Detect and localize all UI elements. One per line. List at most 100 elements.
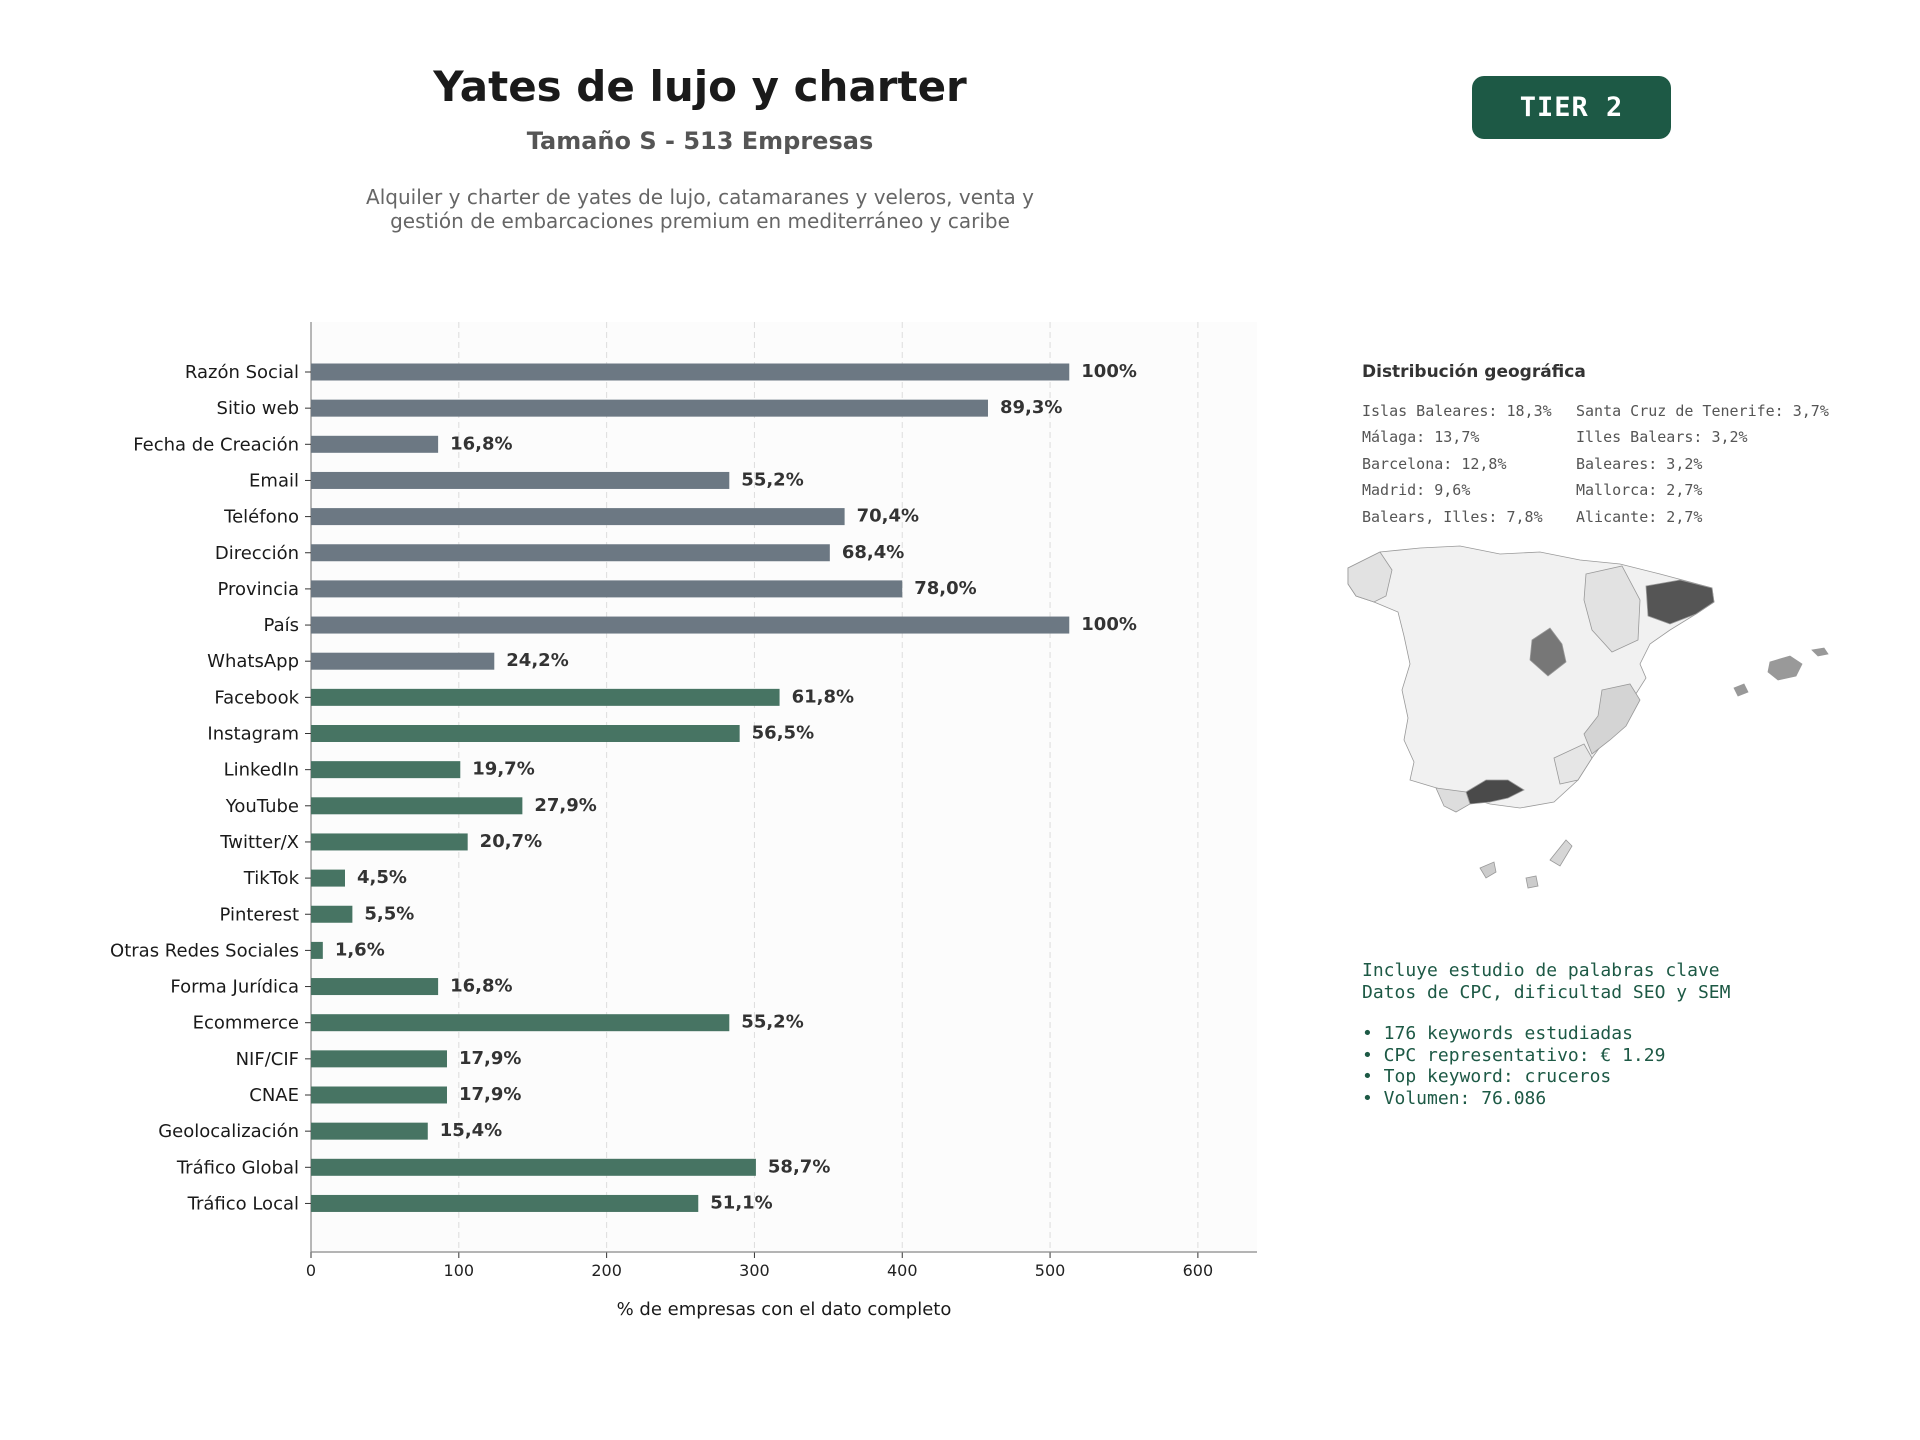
keyword-bullet: • Top keyword: cruceros [1362,1066,1612,1087]
bar [311,363,1070,381]
map-island-ibiza [1733,683,1749,697]
bar [311,1194,699,1212]
bar-value-label: 61,8% [792,686,854,707]
category-label: Instagram [207,724,299,745]
bar [311,471,730,489]
bar-value-label: 78,0% [914,578,976,599]
bar-value-label: 58,7% [768,1156,830,1177]
category-label: Tráfico Global [176,1157,299,1178]
map-island-mallorca [1767,655,1803,681]
bar [311,508,845,526]
bar-value-label: 100% [1081,614,1137,635]
keyword-bullet: • 176 keywords estudiadas [1362,1023,1633,1044]
category-label: Teléfono [223,507,299,528]
geo-list-column-1: Islas Baleares: 18,3% Málaga: 13,7% Barc… [1362,398,1552,530]
geo-item: Málaga: 13,7% [1362,428,1480,447]
bar [311,616,1070,634]
category-label: YouTube [225,796,299,817]
bar [311,761,461,779]
map-island-tenerife [1479,861,1497,879]
x-tick-label: 400 [887,1261,918,1280]
category-label: Dirección [215,543,299,564]
keywords-block: Incluye estudio de palabras clave Datos … [1362,960,1730,1109]
category-label: Ecommerce [193,1013,299,1034]
bar [311,399,988,417]
bar-value-label: 68,4% [842,542,904,563]
description-line-2: gestión de embarcaciones premium en medi… [390,209,1010,233]
bar [311,1122,428,1140]
bar-value-label: 20,7% [480,831,542,852]
geo-item: Islas Baleares: 18,3% [1362,402,1552,420]
map-region-cadiz [1435,787,1471,813]
bar [311,941,323,959]
geo-title: Distribución geográfica [1362,362,1586,382]
bar-value-label: 19,7% [472,759,534,780]
bar [311,435,439,453]
bar-value-label: 51,1% [710,1192,772,1213]
category-label: Razón Social [185,362,299,383]
spain-map [1347,545,1829,889]
plot-background [311,322,1257,1252]
geo-item: Alicante: 2,7% [1576,507,1703,526]
bar-value-label: 17,9% [459,1084,521,1105]
map-region-murcia [1553,743,1593,785]
category-label: Email [249,470,299,491]
category-label: Fecha de Creación [133,434,299,455]
geo-list-column-2: Santa Cruz de Tenerife: 3,7% Illes Balea… [1576,398,1829,530]
geo-item: Madrid: 9,6% [1362,481,1471,500]
map-island-menorca [1811,647,1829,657]
bar [311,1050,447,1068]
x-tick-label: 0 [306,1261,316,1280]
map-region-malaga [1465,779,1525,805]
x-tick-label: 600 [1183,1261,1214,1280]
bar [311,725,740,742]
bar [311,580,903,598]
category-label: Geolocalización [158,1121,299,1142]
bar-value-label: 70,4% [857,506,919,527]
x-tick-label: 300 [739,1261,770,1280]
category-label: Sitio web [217,398,299,419]
bar [311,1086,447,1104]
x-tick-label: 100 [444,1261,475,1280]
bar-value-label: 100% [1081,361,1137,382]
map-region-aragon [1583,565,1641,653]
map-region-madrid [1529,627,1567,677]
bar-value-label: 4,5% [357,867,407,888]
category-label: Twitter/X [219,832,299,853]
description-line-1: Alquiler y charter de yates de lujo, cat… [366,185,1034,209]
x-tick-label: 500 [1035,1261,1066,1280]
geo-item: Balears, Illes: 7,8% [1362,507,1543,526]
x-tick-label: 200 [591,1261,622,1280]
bar-value-label: 16,8% [450,433,512,454]
bar [311,797,523,815]
category-label: Facebook [214,687,299,708]
bar-value-label: 27,9% [534,795,596,816]
bar-value-label: 55,2% [741,469,803,490]
category-label: TikTok [243,868,300,889]
bar-value-label: 24,2% [506,650,568,671]
bar [311,833,468,851]
geo-item: Illes Balears: 3,2% [1576,428,1748,447]
bar-value-label: 89,3% [1000,397,1062,418]
category-label: Provincia [217,579,299,600]
geo-item: Mallorca: 2,7% [1576,481,1703,500]
bar [311,544,830,562]
geo-item: Santa Cruz de Tenerife: 3,7% [1576,402,1829,420]
page-description: Alquiler y charter de yates de lujo, cat… [340,185,1060,233]
category-label: Otras Redes Sociales [110,940,299,961]
bar [311,1014,730,1032]
bar [311,978,439,996]
map-region-galicia [1347,551,1393,603]
category-label: NIF/CIF [236,1049,299,1070]
map-island-gran-canaria [1525,875,1539,889]
map-region-catalonia [1645,579,1715,625]
bar-value-label: 17,9% [459,1048,521,1069]
bar [311,652,495,670]
bar-value-label: 16,8% [450,976,512,997]
keyword-bullet: • Volumen: 76.086 [1362,1087,1547,1109]
bar [311,905,353,923]
category-label: Tráfico Local [187,1193,299,1214]
category-label: LinkedIn [224,760,299,781]
category-label: CNAE [249,1085,299,1106]
bar [311,869,345,887]
